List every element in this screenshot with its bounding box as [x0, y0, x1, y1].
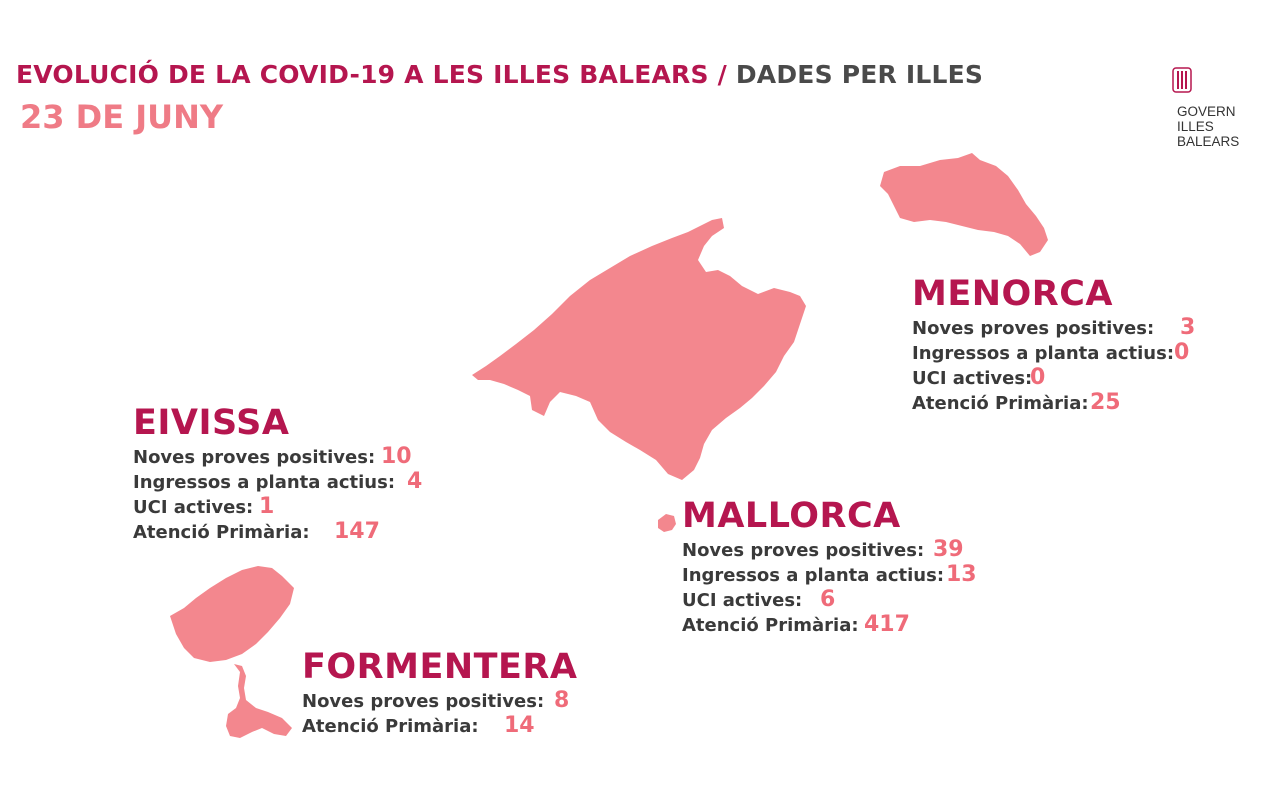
stat-label: Ingressos a planta actius: — [133, 472, 396, 493]
eivissa-island-shape — [170, 566, 294, 662]
mallorca-stat-icu: UCI actives: 6 — [682, 587, 901, 615]
formentera-title: FORMENTERA — [302, 647, 578, 687]
stat-value: 147 — [334, 519, 380, 544]
menorca-stat-admissions: Ingressos a planta actius: 0 — [912, 340, 1189, 368]
stat-value: 13 — [946, 562, 977, 587]
stat-value: 0 — [1174, 340, 1190, 365]
stat-value: 1 — [259, 494, 275, 519]
stat-value: 39 — [933, 537, 964, 562]
menorca-stat-icu: UCI actives: 0 — [912, 365, 1113, 393]
stat-label: Atenció Primària: — [912, 393, 1089, 414]
stat-label: Ingressos a planta actius: — [682, 565, 945, 586]
formentera-block: FORMENTERA Noves proves positives: 8 Ate… — [302, 647, 577, 741]
eivissa-stat-primary-care: Atenció Primària: 147 — [133, 519, 380, 547]
mallorca-island-shape — [472, 218, 806, 480]
stat-value: 10 — [381, 444, 412, 469]
menorca-stat-positives: Noves proves positives: 3 — [912, 315, 1195, 343]
stat-value: 417 — [864, 612, 910, 637]
govern-illes-balears-logo: GOVERN ILLES BALEARS — [1172, 66, 1272, 156]
stat-label: Noves proves positives: — [302, 691, 545, 712]
cabrera-island-shape — [658, 514, 676, 532]
formentera-island-shape — [226, 664, 292, 738]
stat-value: 8 — [554, 688, 570, 713]
report-date: 23 DE JUNY — [20, 98, 224, 136]
stat-value: 25 — [1090, 390, 1121, 415]
stat-label: UCI actives: — [912, 368, 1033, 389]
eivissa-stat-positives: Noves proves positives: 10 — [133, 444, 412, 472]
menorca-island-shape — [880, 153, 1048, 256]
stat-value: 14 — [504, 713, 535, 738]
stat-label: UCI actives: — [133, 497, 254, 518]
title-main: EVOLUCIÓ DE LA COVID-19 A LES ILLES BALE… — [16, 60, 709, 89]
page-title: EVOLUCIÓ DE LA COVID-19 A LES ILLES BALE… — [16, 60, 983, 89]
formentera-stat-primary-care: Atenció Primària: 14 — [302, 713, 577, 741]
stat-label: Noves proves positives: — [912, 318, 1155, 339]
mallorca-stat-primary-care: Atenció Primària: 417 — [682, 612, 910, 640]
eivissa-stat-icu: UCI actives: 1 — [133, 494, 289, 522]
eivissa-title: EIVISSA — [133, 403, 290, 443]
eivissa-stat-admissions: Ingressos a planta actius: 4 — [133, 469, 422, 497]
coat-of-arms-icon — [1172, 67, 1192, 93]
title-subtitle: DADES PER ILLES — [735, 60, 984, 89]
stat-value: 0 — [1030, 365, 1046, 390]
logo-line-2: ILLES — [1177, 119, 1214, 134]
stat-value: 3 — [1180, 315, 1196, 340]
mallorca-stat-positives: Noves proves positives: 39 — [682, 537, 964, 565]
stat-label: Noves proves positives: — [133, 447, 376, 468]
logo-line-3: BALEARS — [1177, 134, 1240, 149]
stat-label: Ingressos a planta actius: — [912, 343, 1175, 364]
stat-label: Noves proves positives: — [682, 540, 925, 561]
title-separator: / — [717, 60, 727, 89]
menorca-title: MENORCA — [912, 274, 1114, 314]
logo-line-1: GOVERN — [1177, 104, 1236, 119]
stat-value: 6 — [820, 587, 836, 612]
menorca-block: MENORCA Noves proves positives: 3 Ingres… — [912, 274, 1195, 418]
mallorca-stat-admissions: Ingressos a planta actius: 13 — [682, 562, 977, 590]
stat-label: Atenció Primària: — [133, 522, 310, 543]
stat-label: Atenció Primària: — [302, 716, 479, 737]
stat-label: UCI actives: — [682, 590, 803, 611]
logo-text: GOVERN ILLES BALEARS — [1177, 104, 1239, 149]
mallorca-block: MALLORCA Noves proves positives: 39 Ingr… — [682, 496, 977, 640]
eivissa-block: EIVISSA Noves proves positives: 10 Ingre… — [133, 403, 422, 547]
formentera-stat-positives: Noves proves positives: 8 — [302, 688, 577, 716]
stat-label: Atenció Primària: — [682, 615, 859, 636]
stat-value: 4 — [407, 469, 423, 494]
mallorca-title: MALLORCA — [682, 496, 901, 536]
menorca-stat-primary-care: Atenció Primària: 25 — [912, 390, 1121, 418]
